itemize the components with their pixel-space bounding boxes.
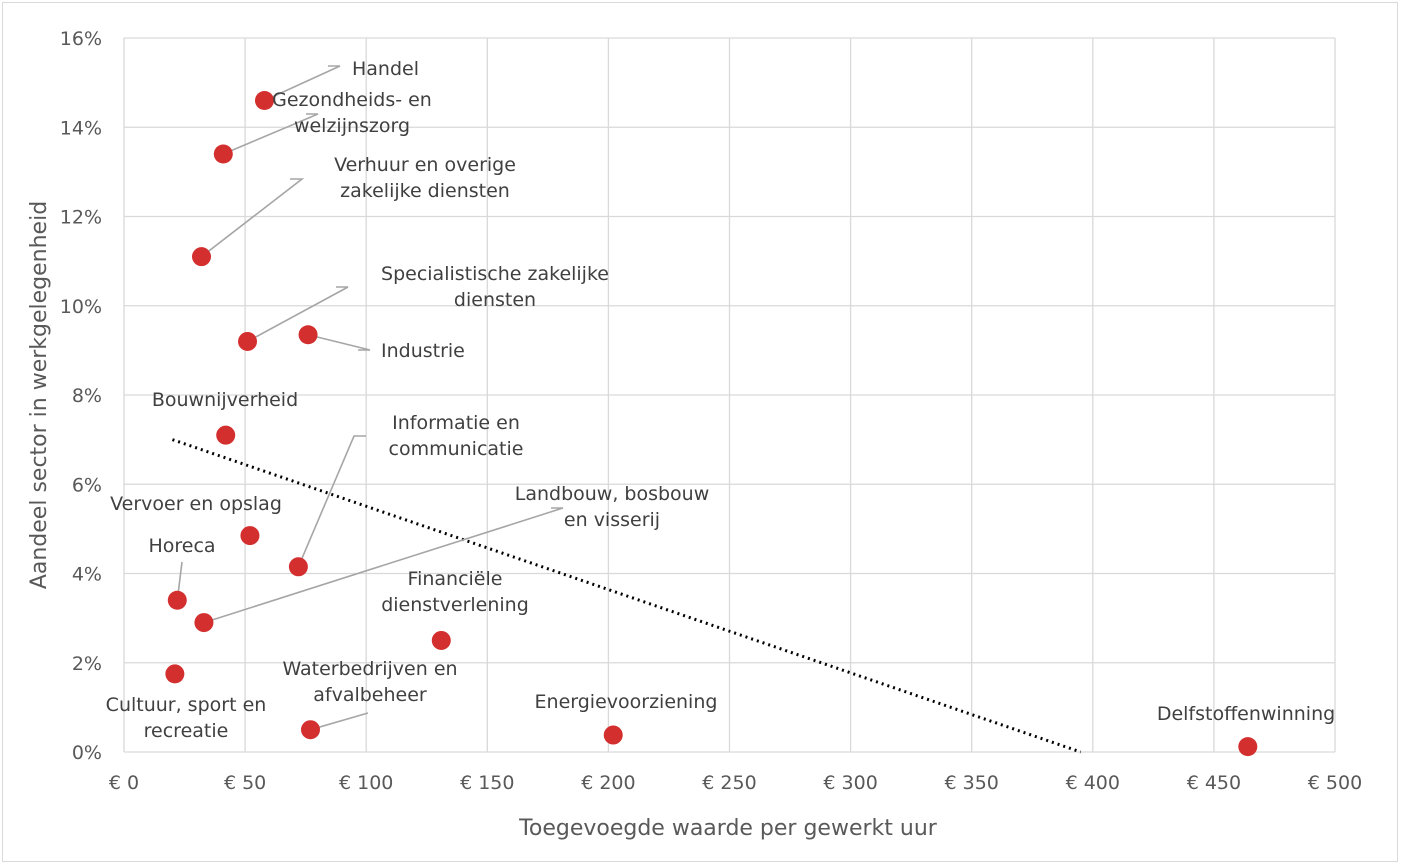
y-tick-label: 14%: [60, 117, 102, 139]
data-point: [213, 144, 233, 164]
data-point: [300, 720, 320, 740]
x-tick-label: € 400: [1066, 772, 1120, 794]
x-tick-label: € 450: [1187, 772, 1241, 794]
x-tick-label: € 200: [581, 772, 635, 794]
x-axis-title: Toegevoegde waarde per gewerkt uur: [518, 816, 938, 841]
point-label: Handel: [352, 58, 419, 80]
leader-line: [222, 113, 319, 155]
leader-line: [297, 435, 366, 568]
data-point: [1238, 737, 1258, 757]
point-label: Bouwnijverheid: [152, 389, 298, 411]
x-tick-label: € 100: [339, 772, 393, 794]
data-point: [167, 590, 187, 610]
y-tick-label: 0%: [72, 742, 102, 764]
data-point: [254, 90, 274, 110]
x-tick-label: € 500: [1308, 772, 1362, 794]
x-tick-label: € 350: [944, 772, 998, 794]
y-tick-label: 6%: [72, 474, 102, 496]
point-label: Financiële dienstverlening: [381, 568, 529, 616]
grid: [123, 37, 1336, 753]
y-axis-title: Aandeel sector in werkgelegenheid: [27, 201, 52, 589]
trendline-group: [171, 438, 1082, 754]
x-tick-label: € 0: [109, 772, 139, 794]
point-label: Verhuur en overige zakelijke diensten: [334, 154, 516, 202]
data-point: [216, 425, 236, 445]
leader-line: [203, 507, 564, 624]
data-point: [603, 725, 623, 745]
leader-line: [247, 286, 349, 343]
point-labels: Handel Gezondheids- en welzijnszorg Verhuur…: [106, 58, 1336, 742]
data-point: [298, 325, 318, 345]
point-label: Informatie en communicatie: [389, 412, 524, 460]
point-label: Specialistische zakelijke diensten: [381, 263, 609, 311]
tick-labels: € 0 € 50 € 100 € 150 € 200 € 250 € 300 € 350 € 4…: [60, 28, 1362, 794]
y-tick-label: 16%: [60, 28, 102, 50]
leader-lines: [176, 65, 564, 731]
data-points: [165, 90, 1258, 757]
data-point: [288, 557, 308, 577]
point-label: Energievoorziening: [535, 691, 718, 713]
point-label: Horeca: [148, 535, 215, 557]
data-point: [194, 613, 214, 633]
x-tick-label: € 50: [224, 772, 266, 794]
data-point: [165, 664, 185, 684]
data-point: [240, 526, 260, 546]
y-tick-label: 4%: [72, 564, 102, 586]
leader-line: [201, 178, 305, 258]
x-tick-label: € 150: [460, 772, 514, 794]
trendline: [171, 438, 1082, 754]
point-label: Gezondheids- en welzijnszorg: [272, 89, 432, 137]
point-label: Cultuur, sport en recreatie: [106, 694, 267, 742]
y-tick-label: 8%: [72, 385, 102, 407]
data-point: [192, 247, 212, 267]
point-label: Industrie: [381, 340, 465, 362]
data-point: [238, 331, 258, 351]
y-tick-label: 12%: [60, 207, 102, 229]
leader-line: [307, 333, 371, 351]
y-tick-label: 2%: [72, 653, 102, 675]
data-point: [431, 630, 451, 650]
x-tick-label: € 250: [702, 772, 756, 794]
point-label: Waterbedrijven en afvalbeheer: [282, 658, 457, 706]
y-tick-label: 10%: [60, 296, 102, 318]
leader-line: [264, 65, 341, 102]
x-tick-label: € 300: [823, 772, 877, 794]
leader-line: [310, 712, 369, 731]
point-label: Vervoer en opslag: [110, 493, 282, 515]
point-label: Landbouw, bosbouw en visserij: [515, 483, 710, 531]
point-label: Delfstoffenwinning: [1157, 703, 1335, 725]
